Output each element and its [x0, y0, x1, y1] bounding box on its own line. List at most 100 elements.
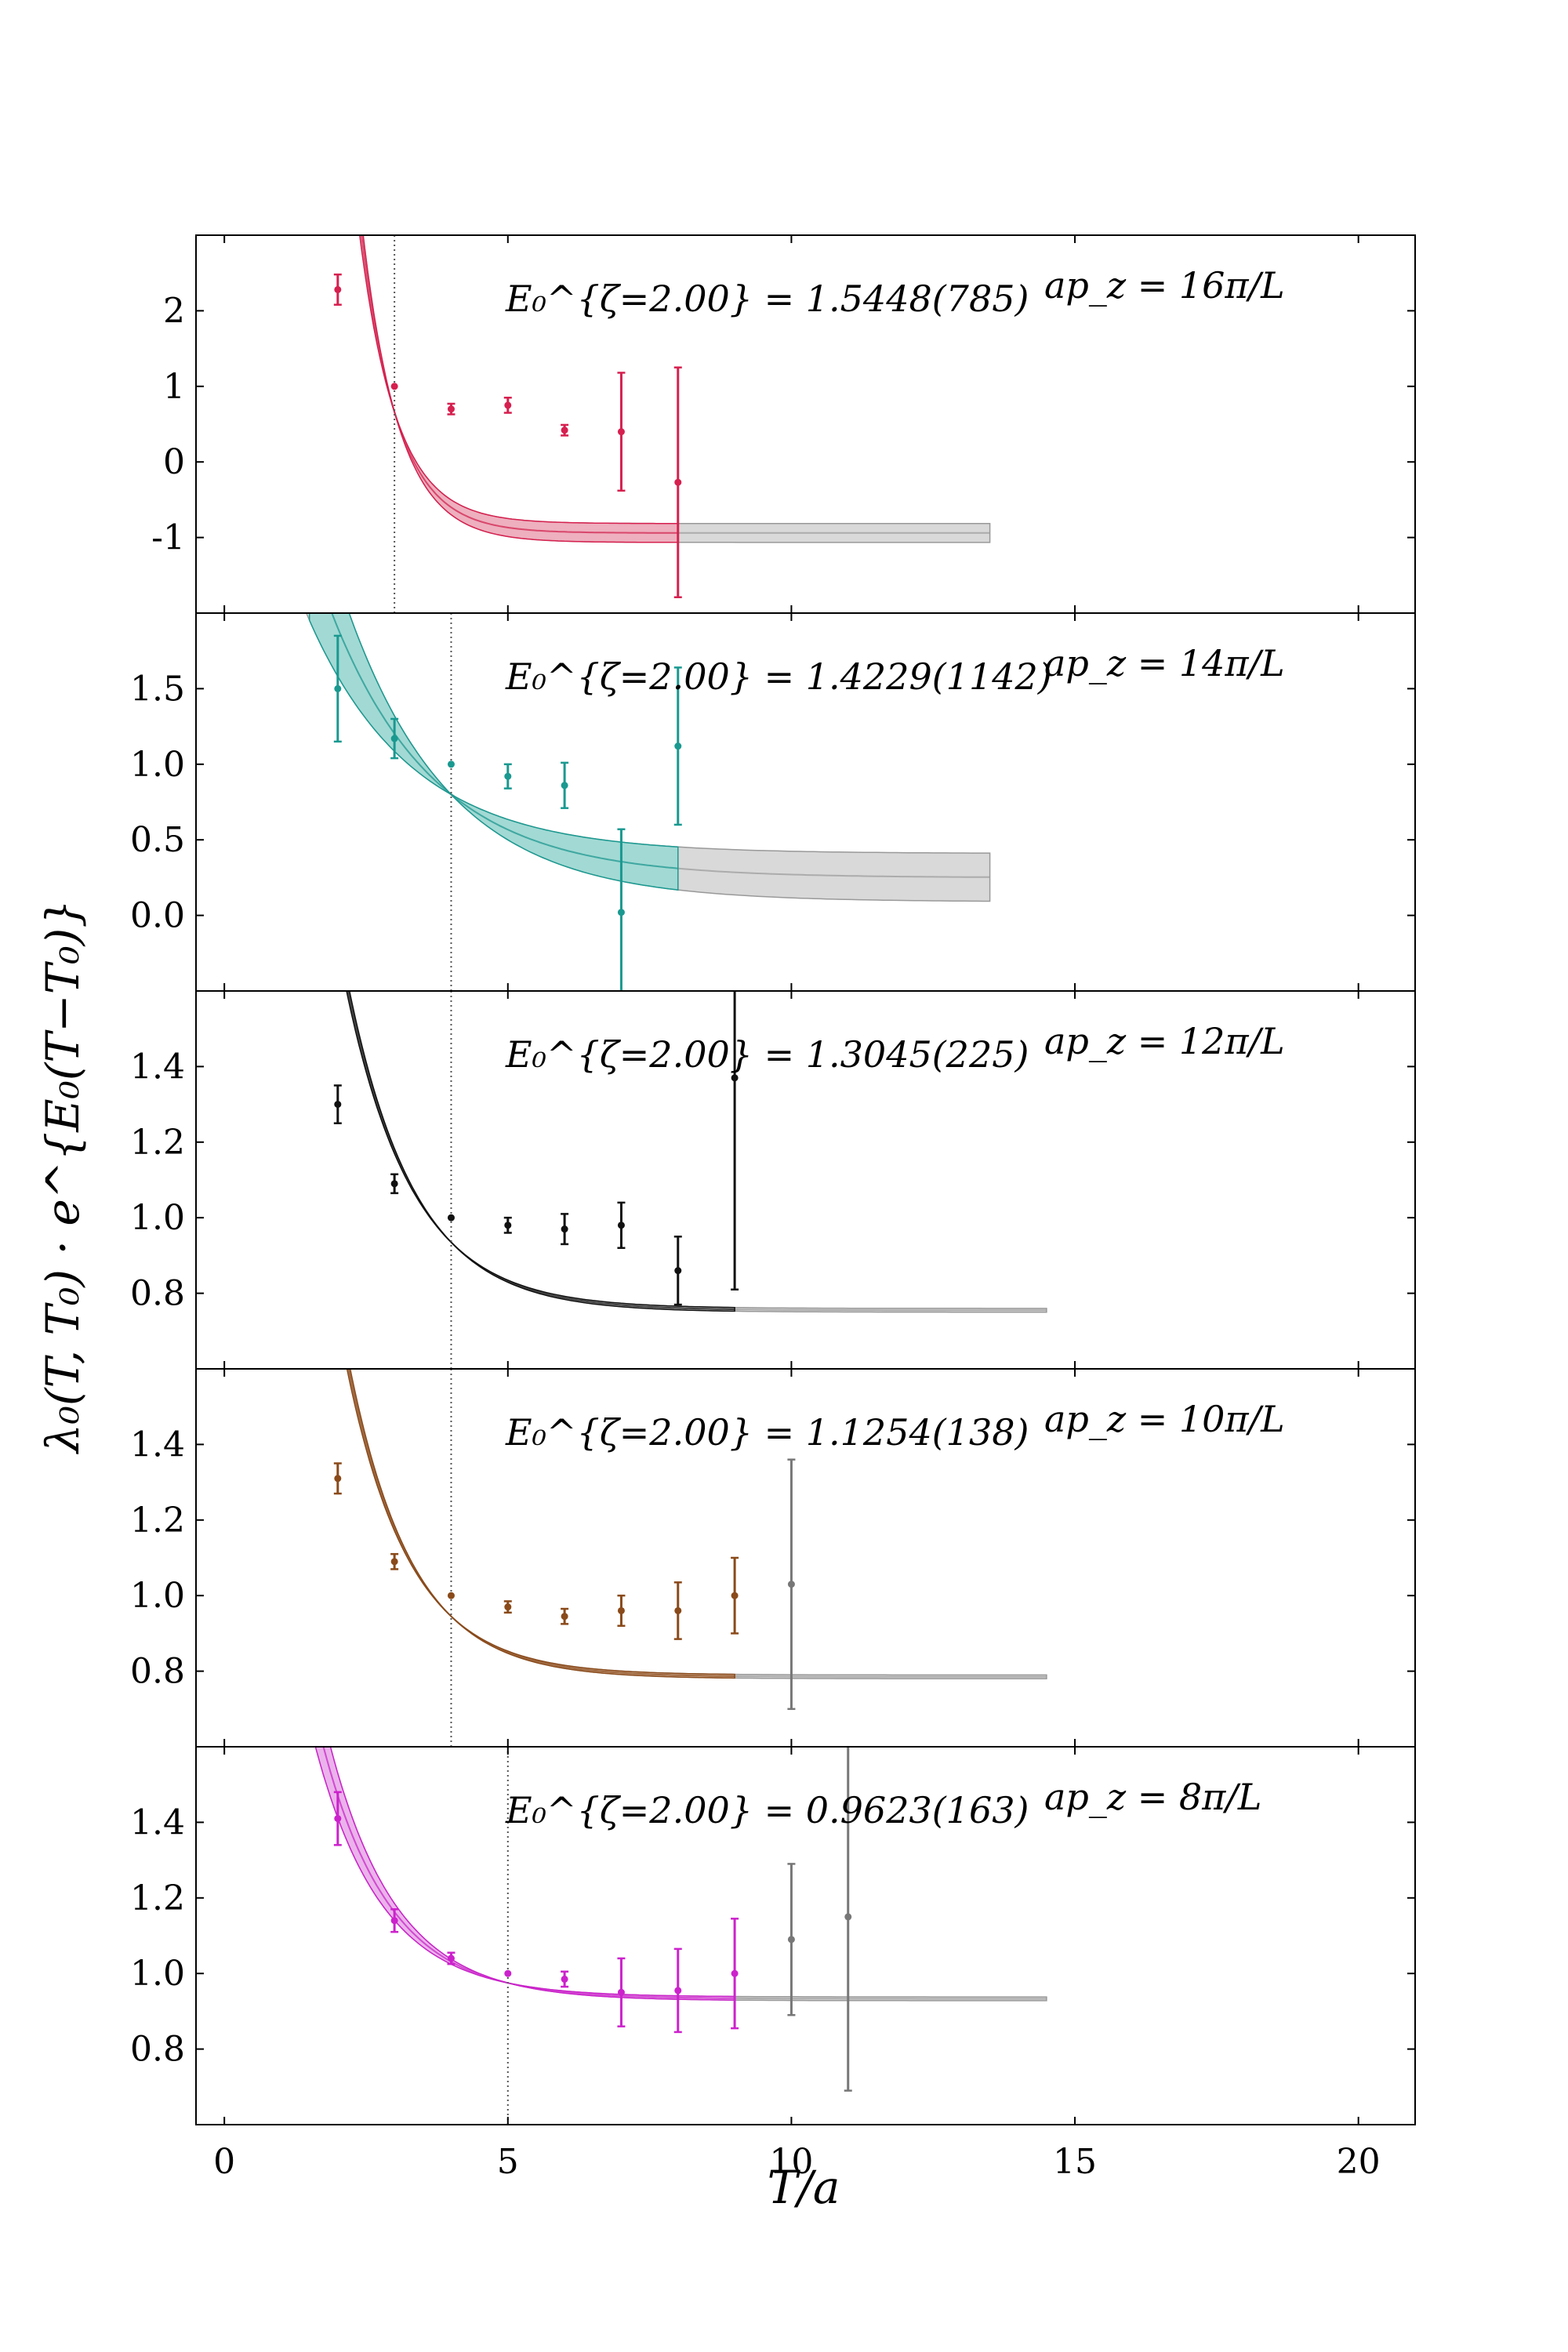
- ytick-label-pz8-3: 0.8: [130, 2030, 185, 2070]
- data-pz14-point-3: [504, 772, 512, 780]
- momentum-label-pz10: ap_z = 10π/L: [1044, 1398, 1285, 1440]
- ytick-label-pz16-2: 0: [163, 442, 185, 482]
- data-pz8-point-6: [674, 1987, 682, 1994]
- data-pz12-point-3: [504, 1221, 512, 1229]
- data-pz12-point-7: [731, 1074, 739, 1082]
- x-axis-title: T/a: [768, 2161, 840, 2214]
- panel-pz14: 1.5 1.0 0.5 0.0 E₀^{ζ=2.00} = 1.4229(1142)ap…: [130, 612, 1416, 992]
- ytick-label-pz14-3: 0.0: [130, 896, 185, 936]
- extrapolation-pz14-band: [305, 613, 991, 902]
- extrapolation-pz16-band: [359, 235, 991, 543]
- data-pz10-point-1: [390, 1558, 398, 1566]
- ytick-label-pz8-1: 1.2: [130, 1878, 185, 1918]
- ytick-label-pz12-1: 1.2: [130, 1123, 185, 1163]
- data-pz16-point-4: [561, 426, 568, 434]
- x-axis: 0 5 10 15 20: [213, 2142, 1381, 2182]
- y-axis-title: λ₀(T, T₀) · e^{E₀(T−T₀)}: [36, 899, 89, 1454]
- xtick-label-3: 15: [1053, 2142, 1097, 2182]
- data-pz12-point-4: [561, 1225, 568, 1233]
- data-pz10-point-7: [731, 1592, 739, 1599]
- panels-layer: 2 1 0 -1 E₀^{ζ=2.00} = 1.5448(785) ap_z = 16π…: [130, 234, 1416, 2125]
- data-pz10-point-2: [447, 1592, 455, 1599]
- data-pz14-point-6: [674, 742, 682, 750]
- data-pz12-point-6: [674, 1267, 682, 1275]
- ytick-label-pz10-1: 1.2: [130, 1501, 185, 1541]
- data-pz10-point-0: [334, 1475, 342, 1483]
- panel-pz10: 1.4 1.2 1.0 0.8 E₀^{ζ=2.00} = 1.1254(138) ap_…: [130, 1368, 1416, 1748]
- fit-pz14-center-line: [331, 613, 678, 869]
- data-pz10-point-3: [504, 1603, 512, 1611]
- xtick-label-0: 0: [213, 2142, 235, 2182]
- data-pz8-point-7: [731, 1969, 739, 1977]
- plot-area-pz14: [305, 613, 991, 991]
- data-pz16-point-5: [617, 428, 625, 436]
- data-pz12-point-1: [390, 1180, 398, 1188]
- energy-annotation-pz10: E₀^{ζ=2.00} = 1.1254(138): [505, 1411, 1029, 1454]
- plot-area-pz16: [333, 235, 991, 613]
- ytick-label-pz16-3: -1: [151, 518, 185, 558]
- ytick-label-pz14-2: 0.5: [130, 820, 185, 860]
- fit-pz8-center-line: [322, 1747, 735, 1999]
- data-pz14-point-5: [617, 909, 625, 916]
- data-pz16-point-2: [447, 405, 455, 413]
- ytick-label-pz10-2: 1.0: [130, 1576, 185, 1616]
- ytick-label-pz8-2: 1.0: [130, 1954, 185, 1994]
- momentum-label-pz8: ap_z = 8π/L: [1044, 1776, 1261, 1818]
- ytick-label-pz14-1: 1.0: [130, 745, 185, 785]
- data-pz8-point-4: [561, 1975, 568, 1983]
- gray-data-pz10-point-0: [787, 1581, 795, 1588]
- ytick-label-pz16-0: 2: [163, 291, 185, 331]
- panel-frame-pz8: [195, 1746, 1416, 2125]
- ytick-label-pz14-0: 1.5: [130, 669, 185, 709]
- energy-annotation-pz12: E₀^{ζ=2.00} = 1.3045(225): [505, 1033, 1029, 1076]
- ytick-label-pz10-3: 0.8: [130, 1652, 185, 1692]
- plot-area-pz12: [333, 991, 1047, 1369]
- fit-pz12-center-line: [347, 991, 735, 1311]
- data-pz12-point-2: [447, 1214, 455, 1221]
- ytick-label-pz10-0: 1.4: [130, 1425, 185, 1465]
- data-pz16-point-1: [390, 383, 398, 390]
- momentum-label-pz14: ap_z = 14π/L: [1044, 642, 1285, 684]
- panel-pz8: 1.4 1.2 1.0 0.8 E₀^{ζ=2.00} = 0.9623(163) ap_…: [130, 1746, 1416, 2125]
- energy-annotation-pz14: E₀^{ζ=2.00} = 1.4229(1142): [505, 655, 1052, 698]
- fit-pz10-band: [346, 1369, 735, 1679]
- plot-area-pz8: [314, 1747, 1047, 2125]
- energy-annotation-pz16: E₀^{ζ=2.00} = 1.5448(785): [505, 278, 1029, 320]
- data-pz10-point-6: [674, 1606, 682, 1614]
- data-pz14-point-0: [334, 684, 342, 692]
- ytick-label-pz12-3: 0.8: [130, 1274, 185, 1314]
- fit-pz14-band: [308, 613, 679, 891]
- data-pz12-point-5: [617, 1221, 625, 1229]
- momentum-label-pz12: ap_z = 12π/L: [1044, 1020, 1285, 1062]
- momentum-label-pz16: ap_z = 16π/L: [1044, 264, 1285, 307]
- xtick-label-1: 5: [497, 2142, 519, 2182]
- data-pz14-point-4: [561, 782, 568, 789]
- data-pz10-point-5: [617, 1606, 625, 1614]
- fit-pz12-band: [346, 991, 735, 1312]
- ytick-label-pz16-1: 1: [163, 367, 185, 407]
- panel-pz12: 1.4 1.2 1.0 0.8 E₀^{ζ=2.00} = 1.3045(225) ap_…: [130, 990, 1416, 1370]
- extrapolation-pz16-center-line: [361, 235, 990, 534]
- fit-pz16-center-line: [361, 235, 678, 534]
- fit-pz10-center-line: [347, 1369, 735, 1677]
- data-pz8-point-5: [617, 1988, 625, 1996]
- gray-data-pz8-point-0: [787, 1936, 795, 1944]
- gray-data-pz8-point-1: [844, 1913, 852, 1921]
- data-pz14-point-2: [447, 760, 455, 768]
- data-pz10-point-4: [561, 1613, 568, 1621]
- data-pz14-point-1: [390, 735, 398, 742]
- plot-area-pz10: [333, 1369, 1047, 1747]
- data-pz16-point-3: [504, 401, 512, 409]
- data-pz8-point-3: [504, 1969, 512, 1977]
- energy-annotation-pz8: E₀^{ζ=2.00} = 0.9623(163): [505, 1789, 1029, 1831]
- xtick-label-2: 10: [769, 2142, 813, 2182]
- data-pz12-point-0: [334, 1101, 342, 1109]
- xtick-label-4: 20: [1337, 2142, 1381, 2182]
- data-pz8-point-0: [334, 1815, 342, 1823]
- data-pz16-point-0: [334, 285, 342, 293]
- panel-pz16: 2 1 0 -1 E₀^{ζ=2.00} = 1.5448(785) ap_z = 16π…: [151, 234, 1416, 614]
- ytick-label-pz12-0: 1.4: [130, 1047, 185, 1087]
- ytick-label-pz8-0: 1.4: [130, 1802, 185, 1842]
- data-pz8-point-1: [390, 1917, 398, 1925]
